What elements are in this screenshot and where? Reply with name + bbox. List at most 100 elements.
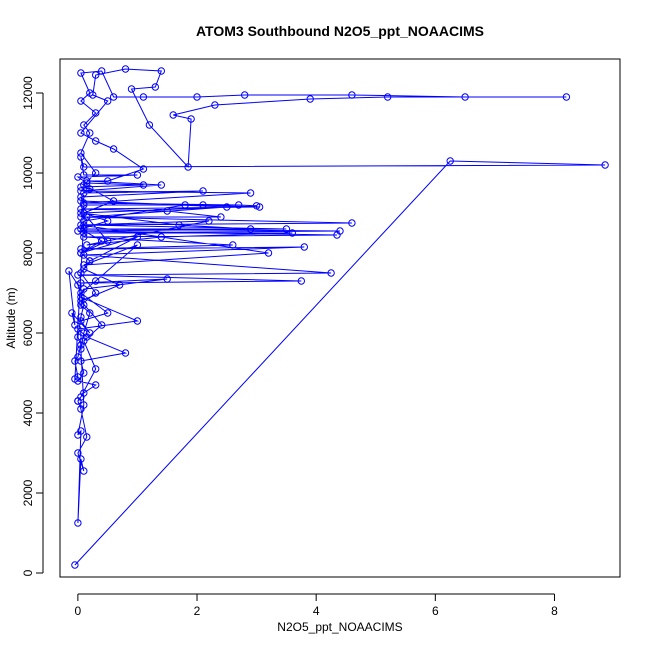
data-point	[264, 249, 273, 257]
data-point	[288, 229, 296, 237]
data-point	[133, 233, 142, 241]
data-point	[163, 207, 171, 215]
data-point	[121, 65, 130, 73]
data-point	[104, 177, 112, 185]
data-point	[71, 561, 79, 569]
series-0	[65, 65, 609, 569]
data-point	[157, 233, 166, 241]
data-point	[92, 71, 100, 79]
data-point	[223, 203, 231, 211]
data-point	[71, 321, 79, 329]
data-point	[297, 277, 305, 285]
data-point	[74, 173, 82, 181]
y-axis-label: Altitude (m)	[4, 287, 18, 348]
data-point	[109, 93, 118, 101]
data-point	[77, 317, 85, 325]
x-axis-label: N2O5_ppt_NOAACIMS	[277, 620, 402, 634]
data-point	[151, 83, 160, 91]
data-point	[205, 217, 213, 225]
y-tick-label: 8000	[21, 239, 35, 266]
data-point	[193, 93, 201, 101]
data-point	[246, 189, 255, 197]
data-point	[127, 85, 136, 93]
x-tick-label: 6	[432, 604, 439, 618]
data-point	[83, 433, 91, 441]
data-point	[121, 349, 130, 357]
data-point	[80, 261, 88, 269]
data-point	[282, 225, 291, 233]
data-point	[80, 229, 88, 237]
data-point	[80, 265, 88, 273]
data-point	[98, 67, 106, 75]
data-point	[77, 187, 85, 195]
data-point	[133, 171, 142, 179]
data-point	[446, 157, 454, 165]
data-point	[80, 233, 88, 241]
data-point	[327, 269, 335, 277]
data-point	[139, 165, 148, 173]
data-point	[157, 181, 166, 189]
data-point	[74, 449, 82, 457]
data-point	[89, 91, 97, 99]
data-point	[115, 281, 124, 289]
data-point	[184, 163, 192, 171]
data-point	[300, 243, 308, 251]
data-point	[77, 69, 85, 77]
data-point	[74, 397, 82, 405]
data-point	[199, 201, 207, 209]
data-point	[139, 93, 148, 101]
data-point	[211, 101, 219, 109]
data-point	[92, 289, 100, 297]
data-point	[77, 293, 85, 301]
chart-title: ATOM3 Southbound N2O5_ppt_NOAACIMS	[196, 23, 484, 39]
data-point	[83, 241, 91, 249]
data-point	[77, 297, 85, 305]
data-point	[187, 115, 195, 123]
data-point	[104, 237, 112, 245]
data-point	[145, 121, 154, 129]
data-point	[157, 67, 166, 75]
data-point	[246, 225, 255, 233]
data-point	[86, 129, 94, 137]
data-point	[169, 111, 177, 119]
series-0-line	[68, 68, 606, 566]
data-point	[133, 317, 142, 325]
y-tick-label: 10000	[21, 156, 35, 190]
data-point	[348, 91, 356, 99]
data-point	[74, 519, 82, 527]
data-point	[74, 281, 82, 289]
data-point	[77, 345, 85, 353]
data-point	[92, 137, 100, 145]
data-point	[77, 289, 85, 297]
data-point	[199, 187, 207, 195]
data-point	[80, 401, 88, 409]
data-point	[71, 357, 79, 365]
data-point	[77, 249, 85, 257]
data-point	[163, 275, 171, 283]
data-point	[175, 221, 183, 229]
x-axis: 0 2 4 6 8	[75, 593, 558, 618]
data-point	[68, 309, 76, 317]
data-point	[71, 375, 79, 383]
data-point	[83, 213, 91, 221]
data-point	[92, 381, 100, 389]
data-point	[77, 129, 85, 137]
y-tick-label: 12000	[21, 76, 35, 110]
data-point	[92, 169, 100, 177]
data-point	[77, 153, 85, 161]
data-point	[86, 329, 94, 337]
y-tick-label: 6000	[21, 319, 35, 346]
data-point	[104, 97, 112, 105]
y-tick-label: 2000	[21, 479, 35, 506]
data-point	[235, 201, 243, 209]
data-point	[74, 333, 82, 341]
data-point	[86, 257, 94, 265]
data-point	[80, 163, 88, 171]
data-point	[86, 309, 94, 317]
data-point	[104, 309, 112, 317]
data-point	[77, 197, 85, 205]
data-point	[77, 97, 85, 105]
data-point	[109, 197, 118, 205]
data-point	[77, 301, 85, 309]
